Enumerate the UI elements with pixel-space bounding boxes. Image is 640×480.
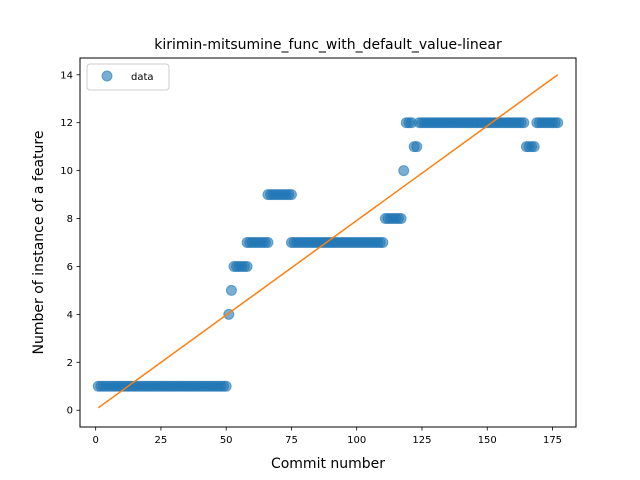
data-point bbox=[285, 189, 297, 201]
data-point bbox=[552, 117, 564, 129]
axes-frame bbox=[79, 57, 577, 428]
y-tick-label: 2 bbox=[67, 358, 73, 369]
y-tick-label: 0 bbox=[67, 406, 73, 417]
x-tick-label: 125 bbox=[412, 435, 431, 446]
x-tick-label: 175 bbox=[543, 435, 562, 446]
y-tick-label: 8 bbox=[67, 214, 73, 225]
x-axis-label: Commit number bbox=[271, 456, 385, 472]
y-axis: 0 2 4 6 8 10 12 14 bbox=[60, 70, 80, 417]
y-tick-label: 10 bbox=[60, 166, 73, 177]
x-axis: 0 25 50 75 100 125 150 175 bbox=[92, 427, 562, 446]
x-tick-label: 75 bbox=[285, 435, 298, 446]
x-tick-label: 50 bbox=[220, 435, 233, 446]
data-point bbox=[377, 237, 389, 248]
y-tick-label: 6 bbox=[67, 262, 73, 273]
x-tick-label: 25 bbox=[155, 435, 168, 446]
x-tick-label: 100 bbox=[347, 435, 366, 446]
legend-marker bbox=[101, 70, 113, 82]
y-axis-label: Number of instance of a feature bbox=[31, 131, 47, 355]
data-point bbox=[262, 237, 274, 248]
plot-area bbox=[92, 74, 564, 409]
data-point bbox=[241, 260, 253, 272]
chart-title: kirimin-mitsumine_func_with_default_valu… bbox=[154, 37, 502, 53]
fit-line bbox=[97, 74, 559, 409]
x-tick-label: 0 bbox=[92, 435, 98, 446]
data-point bbox=[225, 284, 237, 296]
data-point bbox=[398, 165, 410, 177]
data-point bbox=[518, 117, 530, 129]
legend: data bbox=[86, 63, 170, 91]
data-point bbox=[220, 380, 232, 392]
data-point bbox=[411, 141, 423, 153]
y-tick-label: 14 bbox=[60, 70, 73, 81]
legend-label: data bbox=[131, 72, 154, 83]
y-tick-label: 12 bbox=[60, 118, 73, 129]
legend-frame bbox=[86, 63, 170, 91]
y-tick-label: 4 bbox=[67, 310, 73, 321]
data-point bbox=[528, 141, 540, 153]
data-point bbox=[395, 213, 407, 225]
x-tick-label: 150 bbox=[478, 435, 497, 446]
